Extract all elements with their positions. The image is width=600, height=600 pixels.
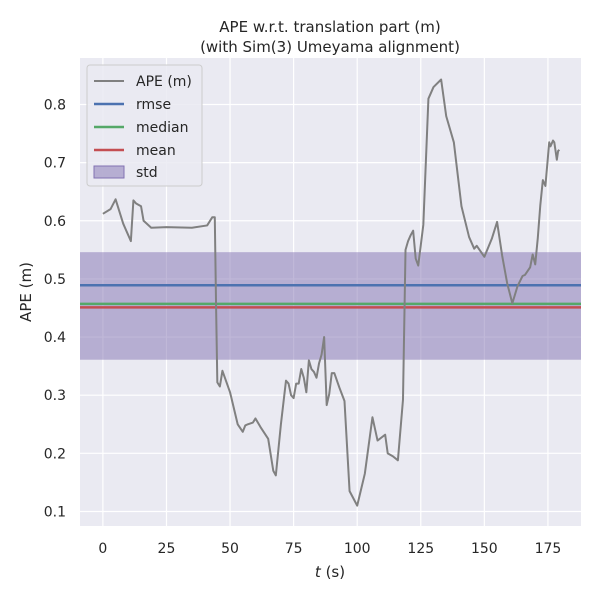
y-tick-label: 0.6 (44, 214, 66, 230)
legend-label-ape: APE (m) (136, 74, 192, 90)
y-tick-label: 0.2 (44, 446, 66, 462)
x-tick-label: 100 (344, 541, 371, 557)
chart-subtitle: (with Sim(3) Umeyama alignment) (200, 38, 460, 56)
legend-label-rmse: rmse (136, 97, 171, 113)
legend-frame (86, 64, 203, 187)
legend-label-median: median (136, 120, 188, 136)
y-axis-label: APE (m) (17, 262, 35, 322)
x-tick-labels: 0 25 50 75 100 125 150 175 (98, 541, 561, 557)
x-tick-label: 25 (158, 541, 176, 557)
legend-label-mean: mean (136, 143, 176, 159)
series-group (102, 78, 561, 507)
x-axis-variable: t (315, 563, 322, 581)
legend-swatch-std (93, 165, 125, 179)
x-axis-label: t (s) (315, 563, 345, 581)
legend-label-std: std (136, 165, 158, 181)
y-tick-label: 0.1 (44, 504, 66, 520)
y-tick-label: 0.8 (44, 98, 66, 114)
x-tick-label: 75 (285, 541, 303, 557)
y-tick-label: 0.7 (44, 156, 66, 172)
ape-series-line (102, 78, 561, 507)
chart-title: APE w.r.t. translation part (m) (219, 18, 440, 36)
x-tick-label: 150 (471, 541, 498, 557)
stat-lines-group (80, 284, 581, 309)
y-tick-label: 0.3 (44, 388, 66, 404)
x-tick-label: 0 (98, 541, 107, 557)
x-tick-label: 50 (221, 541, 239, 557)
x-tick-label: 125 (407, 541, 434, 557)
x-axis-unit: (s) (321, 563, 345, 581)
std-band-group (80, 252, 581, 360)
y-tick-labels: 0.1 0.2 0.3 0.4 0.5 0.6 0.7 0.8 (44, 98, 66, 521)
std-band (80, 252, 581, 360)
y-tick-label: 0.5 (44, 272, 66, 288)
y-tick-label: 0.4 (44, 330, 66, 346)
legend: APE (m) rmse median mean std (86, 64, 203, 187)
x-tick-label: 175 (535, 541, 562, 557)
